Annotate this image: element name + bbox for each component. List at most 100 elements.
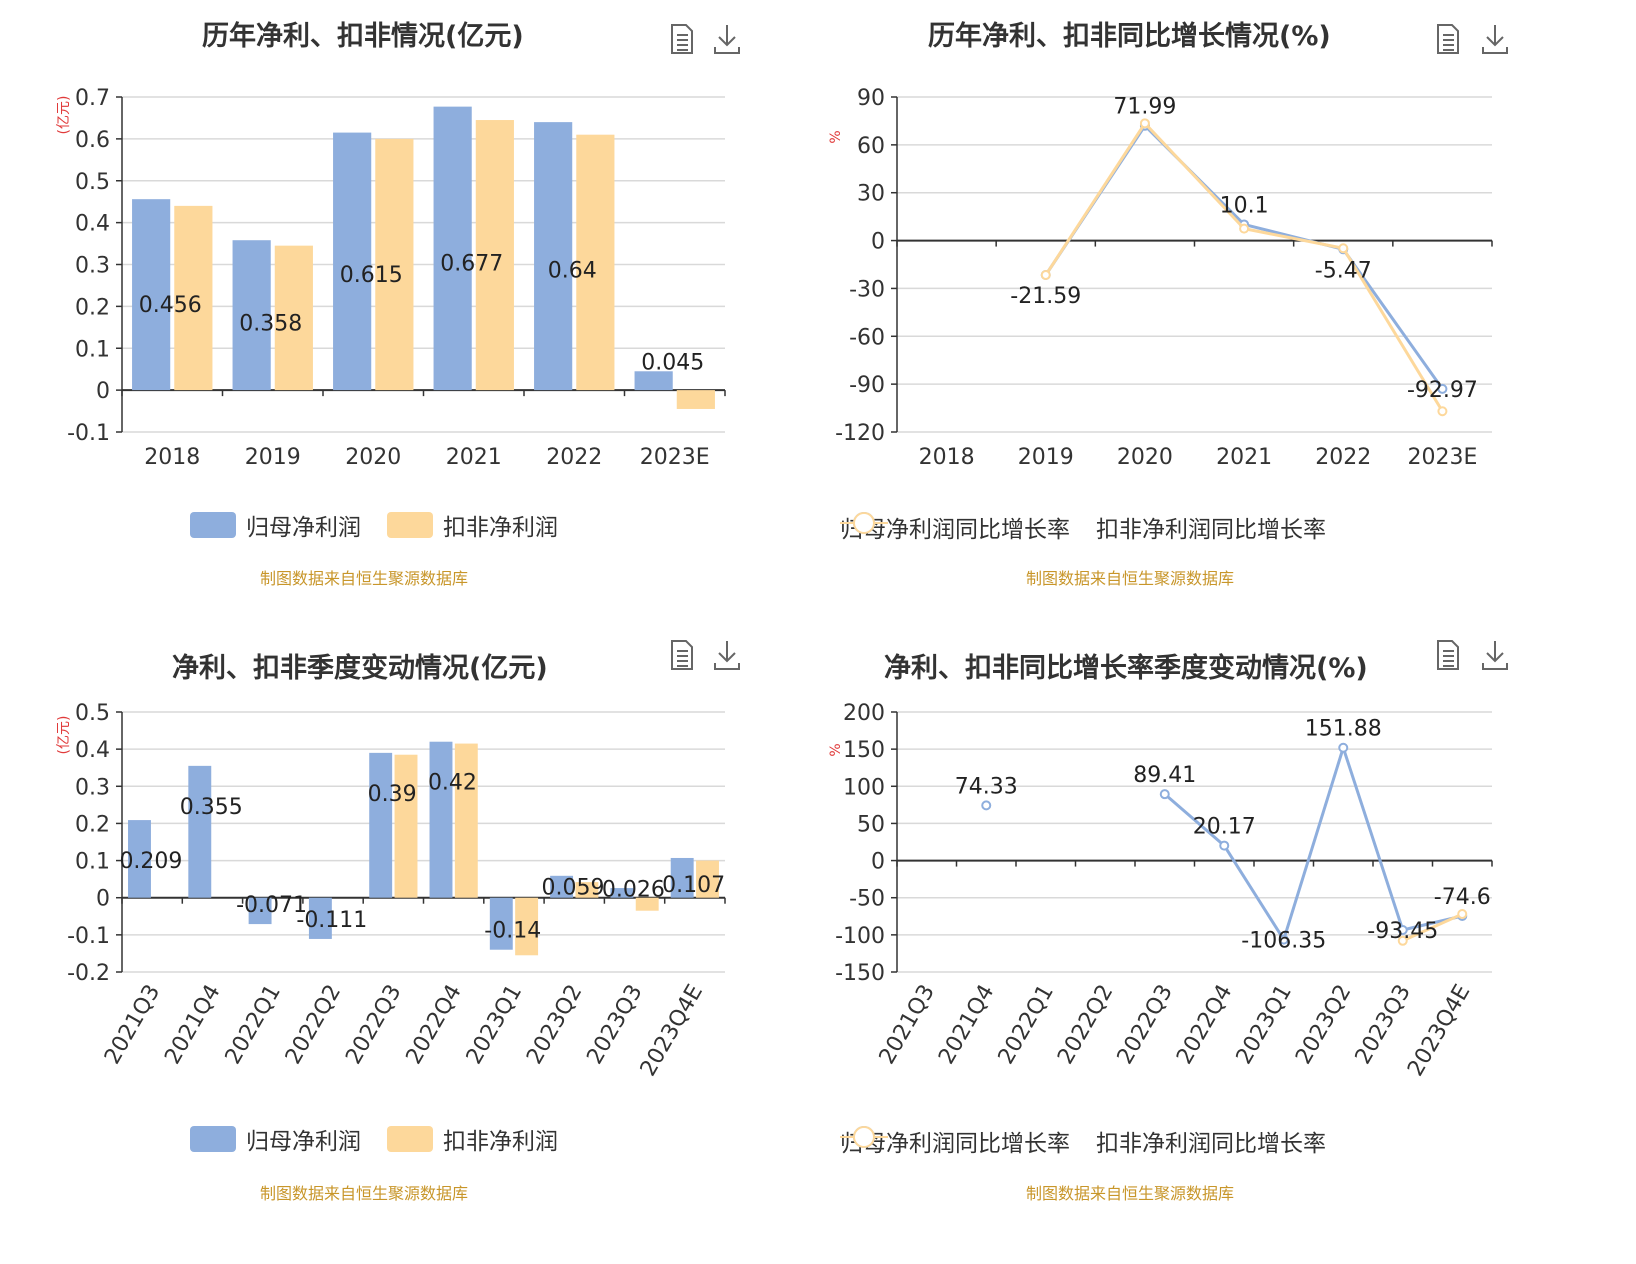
bar (232, 240, 271, 391)
download-icon[interactable] (1480, 638, 1510, 672)
panel-annual-profit: 历年净利、扣非情况(亿元) 0.7 0.6 0.5 0.4 0.3 0.2 0.1 0 -0.1… (0, 0, 818, 632)
x-tick-label: 2021 (446, 445, 502, 470)
y-tick-label: 0 (871, 850, 885, 875)
legend-item-series2[interactable]: 扣非净利润同比增长率 (840, 510, 1326, 544)
legend-label: 扣非净利润同比增长率 (1096, 517, 1326, 543)
y-tick-label: 0.5 (75, 170, 110, 195)
x-tick-label: 2022Q2 (1053, 981, 1118, 1069)
y-axis-unit: (亿元) (56, 96, 72, 135)
series-line (1044, 122, 1147, 276)
x-tick-label: 2018 (919, 445, 975, 470)
y-tick-label: 0 (96, 379, 110, 404)
document-icon[interactable] (667, 22, 697, 56)
y-tick-label: -60 (849, 325, 885, 350)
bar (696, 860, 719, 898)
download-icon[interactable] (1480, 22, 1510, 56)
x-tick-label: 2023Q1 (1232, 981, 1297, 1069)
chart-title: 历年净利、扣非同比增长情况(%) (928, 21, 1331, 52)
x-tick-label: 2021Q4 (160, 981, 225, 1069)
download-icon[interactable] (712, 22, 742, 56)
legend-item-series2[interactable]: 扣非净利润 (387, 508, 558, 542)
y-axis-unit: % (828, 743, 844, 756)
data-label: -106.35 (1241, 929, 1326, 954)
series-line (1402, 912, 1463, 943)
legend-swatch (387, 512, 433, 538)
document-icon[interactable] (1433, 638, 1463, 672)
legend-item-series2[interactable]: 扣非净利润 (387, 1122, 558, 1156)
data-label: 10.1 (1220, 193, 1269, 218)
x-tick-label: 2023Q4E (636, 981, 708, 1081)
y-tick-label: 0.2 (75, 295, 110, 320)
legend-swatch (840, 1126, 888, 1148)
data-label: 0.026 (602, 877, 665, 902)
legend-item-series1[interactable]: 归母净利润 (190, 508, 361, 542)
legend-item-series1[interactable]: 归母净利润 (190, 1122, 361, 1156)
series-line (1163, 793, 1226, 847)
data-label: 0.209 (119, 849, 182, 874)
y-tick-label: 0.3 (75, 254, 110, 279)
bar (274, 245, 313, 391)
y-tick-label: 0.4 (75, 738, 110, 763)
bar (174, 205, 213, 391)
y-tick-label: 0 (871, 230, 885, 255)
data-source-credit: 制图数据来自恒生聚源数据库 (1026, 569, 1235, 588)
y-tick-label: 0.3 (75, 775, 110, 800)
y-tick-label: 100 (843, 775, 885, 800)
x-tick-label: 2023Q2 (1291, 981, 1356, 1069)
x-tick-label: 2022 (546, 445, 602, 470)
bar (433, 106, 472, 391)
y-tick-label: 150 (843, 738, 885, 763)
x-tick-label: 2022Q4 (402, 981, 467, 1069)
document-icon[interactable] (667, 638, 697, 672)
bar (475, 120, 514, 391)
data-point (1437, 383, 1448, 394)
data-label: 151.88 (1305, 717, 1382, 742)
data-point (1159, 789, 1170, 800)
y-tick-label: 0 (96, 887, 110, 912)
data-label: 0.456 (139, 293, 202, 318)
panel-quarterly-profit: 净利、扣非季度变动情况(亿元) 0.5 0.4 0.3 0.2 0.1 0 -0.1 -0.2… (0, 632, 818, 1264)
y-axis-unit: (亿元) (56, 716, 72, 755)
data-label: -93.45 (1367, 919, 1438, 944)
chart-svg: 0.7 0.6 0.5 0.4 0.3 0.2 0.1 0 -0.1 (亿元) 2018 2019 20… (56, 86, 726, 470)
chart-title: 历年净利、扣非情况(亿元) (202, 21, 524, 52)
y-tick-label: 0.1 (75, 337, 110, 362)
x-tick-label: 2022 (1315, 445, 1371, 470)
legend-item-series2[interactable]: 扣非净利润同比增长率 (840, 1124, 1326, 1158)
series-line (1341, 247, 1444, 413)
download-icon[interactable] (712, 638, 742, 672)
bar (576, 134, 615, 391)
bar (515, 897, 539, 956)
series-line (1143, 122, 1246, 230)
y-tick-label: -100 (835, 924, 885, 949)
bar (369, 752, 393, 898)
x-tick-label: 2021 (1216, 445, 1272, 470)
x-tick-label: 2018 (144, 445, 200, 470)
x-tick-label: 2022Q3 (341, 981, 406, 1069)
x-tick-label: 2019 (1018, 445, 1074, 470)
x-tick-label: 2019 (245, 445, 301, 470)
y-tick-label: -0.1 (67, 421, 110, 446)
data-label: 0.358 (239, 312, 302, 337)
data-label: 0.059 (542, 875, 605, 900)
document-icon[interactable] (1433, 22, 1463, 56)
legend: 归母净利润同比增长率 扣非净利润同比增长率 (840, 1124, 1352, 1158)
x-tick-label: 2023E (1407, 445, 1477, 470)
y-tick-label: 200 (843, 701, 885, 726)
data-label: -0.111 (296, 908, 367, 933)
bar (128, 820, 151, 898)
legend-label: 扣非净利润 (443, 1129, 558, 1155)
data-label: -0.14 (484, 919, 541, 944)
y-tick-label: -50 (849, 887, 885, 912)
panel-annual-growth: 历年净利、扣非同比增长情况(%) 90 60 30 0 -30 -60 -90 -120% 20… (818, 0, 1636, 632)
legend: 归母净利润 扣非净利润 (190, 508, 584, 542)
bar (394, 754, 418, 898)
x-tick-label: 2023E (640, 445, 710, 470)
x-tick-label: 2021Q4 (934, 981, 999, 1069)
bar (550, 875, 574, 898)
bar (575, 882, 599, 898)
data-point (1040, 270, 1051, 281)
data-point (1239, 223, 1250, 234)
data-label: -5.47 (1315, 258, 1372, 283)
x-tick-label: 2022Q1 (994, 981, 1059, 1069)
